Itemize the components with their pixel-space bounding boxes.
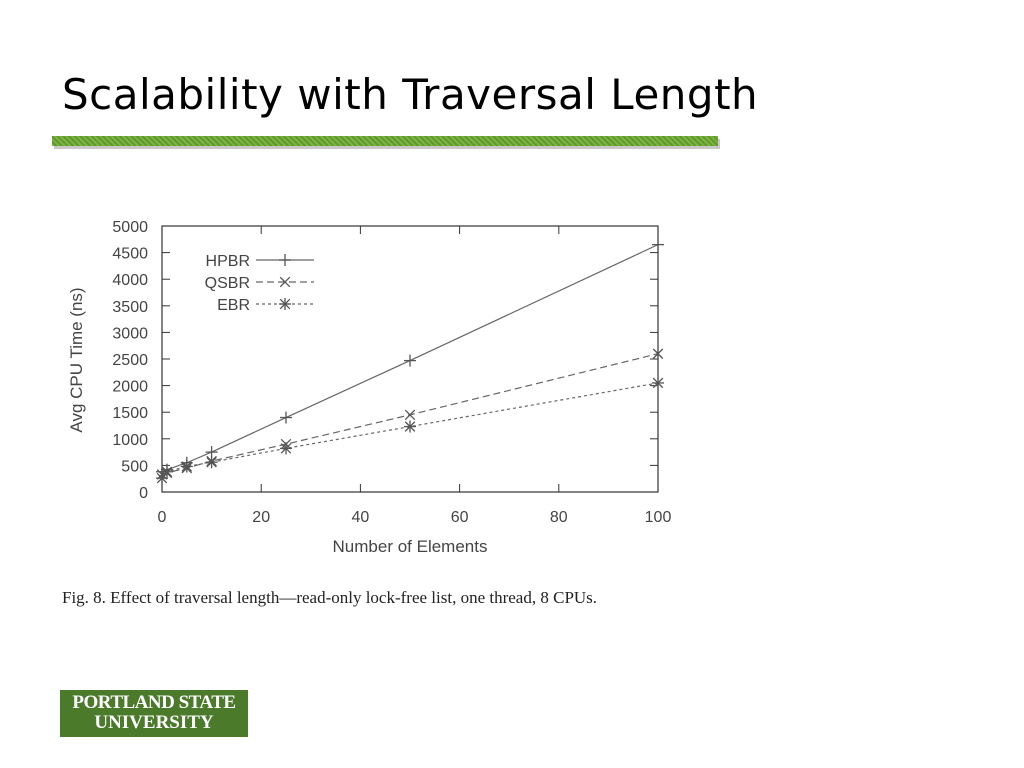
data-point-ebr: [156, 472, 168, 485]
y-tick-label: 1000: [112, 432, 148, 449]
x-axis-label: Number of Elements: [333, 537, 488, 556]
legend-marker-hpbr: [279, 254, 291, 266]
y-tick-label: 3000: [112, 325, 148, 342]
legend-marker-ebr: [279, 298, 291, 310]
data-point-qsbr: [404, 409, 416, 421]
title-underline-bar: [52, 136, 718, 146]
y-tick-label: 5000: [112, 219, 148, 236]
data-point-qsbr: [652, 348, 664, 359]
data-point-ebr: [205, 456, 218, 469]
data-point-hpbr: [205, 446, 218, 459]
x-tick-label: 60: [451, 509, 469, 526]
data-point-ebr: [280, 442, 292, 455]
data-point-hpbr: [404, 354, 416, 367]
data-point-hpbr: [652, 238, 664, 251]
y-tick-label: 500: [121, 458, 148, 475]
x-tick-label: 20: [252, 509, 270, 526]
y-tick-label: 2000: [112, 379, 148, 396]
y-tick-label: 1500: [112, 405, 148, 422]
y-tick-label: 3500: [112, 299, 148, 316]
x-tick-label: 80: [550, 509, 568, 526]
legend-label-hpbr: HPBR: [206, 253, 250, 270]
y-axis-label: Avg CPU Time (ns): [67, 287, 86, 432]
figure-caption: Fig. 8. Effect of traversal length—read-…: [62, 588, 598, 607]
legend-label-ebr: EBR: [217, 297, 250, 314]
university-logo: PORTLAND STATE UNIVERSITY: [60, 690, 248, 737]
x-tick-label: 0: [158, 509, 167, 526]
data-point-ebr: [180, 460, 193, 473]
y-tick-label: 0: [139, 485, 148, 502]
logo-line-1: PORTLAND STATE: [72, 692, 236, 713]
y-tick-label: 2500: [112, 352, 148, 369]
data-point-ebr: [404, 420, 416, 433]
x-tick-label: 40: [352, 509, 370, 526]
legend-label-qsbr: QSBR: [205, 275, 250, 292]
data-point-ebr: [160, 465, 173, 478]
data-point-hpbr: [280, 411, 292, 424]
y-tick-label: 4500: [112, 246, 148, 263]
x-tick-label: 100: [645, 509, 672, 526]
line-chart: 0500100015002000250030003500400045005000…: [67, 219, 672, 556]
logo-line-2: UNIVERSITY: [94, 712, 214, 733]
legend-marker-qsbr: [279, 276, 291, 288]
slide-title: Scalability with Traversal Length: [62, 70, 759, 119]
data-point-ebr: [652, 376, 664, 389]
y-tick-label: 4000: [112, 272, 148, 289]
